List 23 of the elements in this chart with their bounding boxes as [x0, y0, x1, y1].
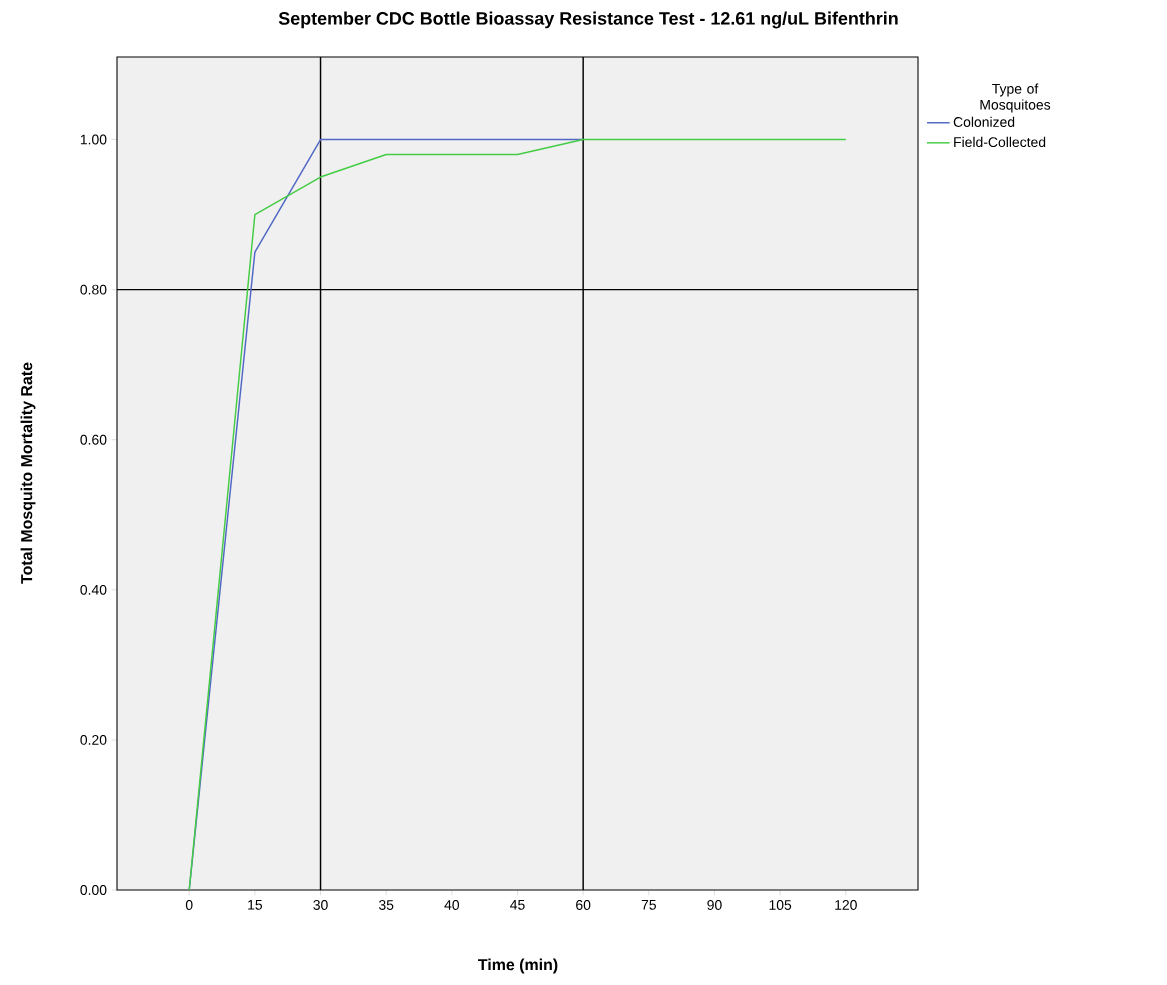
x-tick-label: 120: [835, 900, 857, 910]
legend-label: Field-Collected: [954, 136, 1046, 148]
x-tick-label: 60: [576, 900, 591, 910]
x-axis-title: Time (min): [478, 958, 558, 974]
y-tick-label: 1.00: [80, 134, 107, 145]
legend-label: Colonized: [953, 116, 1015, 127]
y-axis-title: Total Mosquito Mortality Rate: [20, 362, 36, 584]
x-tick-label: 45: [510, 900, 525, 910]
x-tick-label: 90: [707, 900, 722, 910]
y-tick-label: 0.80: [80, 284, 107, 295]
x-tick-label: 35: [378, 900, 394, 910]
x-tick-label: 15: [248, 900, 263, 910]
y-tick-label: 0.60: [80, 434, 107, 445]
chart-title: September CDC Bottle Bioassay Resistance Test - 12.61 ng/uL Bifenthrin: [278, 11, 898, 29]
legend-title: Type of Mosquitoes: [980, 83, 1051, 113]
x-tick-label: 75: [641, 900, 656, 910]
x-tick-label: 105: [769, 900, 792, 910]
y-tick-label: 0.20: [80, 734, 107, 745]
y-tick-label: 0.00: [80, 885, 107, 895]
x-tick-label: 30: [313, 900, 328, 910]
x-tick-label: 0: [185, 900, 193, 910]
x-tick-label: 40: [444, 900, 460, 910]
y-tick-label: 0.40: [80, 584, 107, 595]
